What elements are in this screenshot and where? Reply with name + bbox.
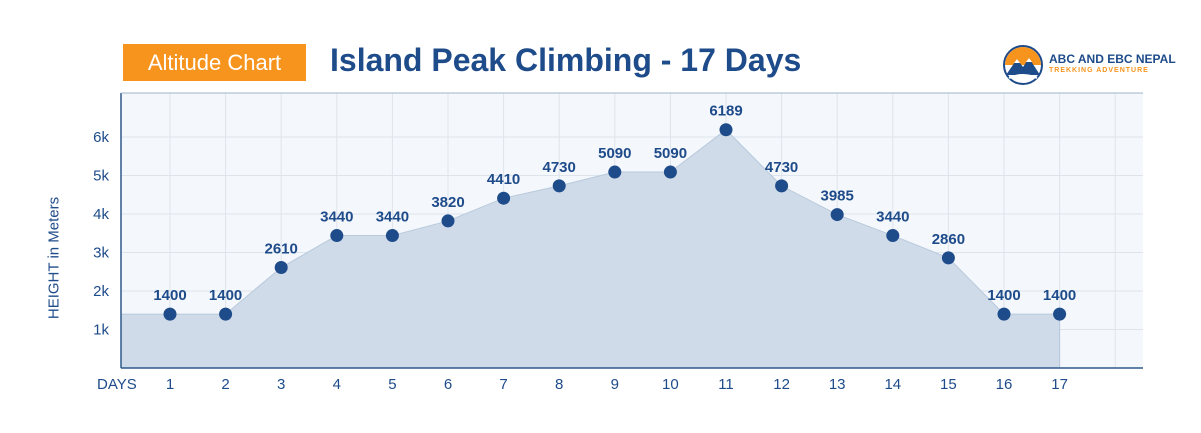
- x-tick-label: 6: [444, 376, 452, 393]
- data-point: [330, 229, 344, 243]
- altitude-chart-badge: Altitude Chart: [123, 44, 306, 81]
- data-label: 4730: [543, 159, 576, 176]
- data-label: 3985: [821, 188, 854, 205]
- data-point: [1053, 307, 1067, 321]
- data-label: 4410: [487, 171, 520, 188]
- data-label: 2860: [932, 231, 965, 248]
- x-tick-label: 14: [884, 376, 901, 393]
- y-axis-label: HEIGHT in Meters: [45, 196, 63, 320]
- data-point: [552, 179, 566, 193]
- x-tick-label: 4: [333, 376, 341, 393]
- x-tick-label: 1: [166, 376, 174, 393]
- y-tick-label: 4k: [93, 206, 109, 223]
- data-label: 4730: [765, 159, 798, 176]
- x-tick-label: 7: [499, 376, 507, 393]
- x-tick-label: 17: [1051, 376, 1068, 393]
- data-point: [775, 179, 789, 193]
- data-point: [497, 191, 511, 205]
- data-label: 1400: [153, 287, 186, 304]
- data-label: 3440: [320, 209, 353, 226]
- data-label: 5090: [598, 145, 631, 162]
- data-point: [163, 307, 177, 321]
- data-point: [274, 261, 288, 275]
- x-tick-label: 12: [773, 376, 790, 393]
- x-tick-label: 8: [555, 376, 563, 393]
- x-tick-label: 2: [221, 376, 229, 393]
- data-label: 6189: [709, 103, 742, 120]
- y-tick-label: 3k: [93, 245, 109, 262]
- data-point: [886, 229, 900, 243]
- logo: ABC AND EBC NEPAL TREKKING ADVENTURE: [1003, 45, 1176, 85]
- data-point: [941, 251, 955, 265]
- data-label: 3820: [431, 194, 464, 211]
- data-point: [830, 208, 844, 222]
- data-point: [719, 123, 733, 137]
- y-tick-label: 2k: [93, 283, 109, 300]
- data-label: 1400: [209, 287, 242, 304]
- data-label: 5090: [654, 145, 687, 162]
- data-label: 2610: [265, 241, 298, 258]
- data-point: [441, 214, 455, 228]
- data-point: [997, 307, 1011, 321]
- page-title: Island Peak Climbing - 17 Days: [330, 42, 802, 78]
- data-label: 3440: [876, 209, 909, 226]
- data-label: 1400: [1043, 287, 1076, 304]
- data-point: [608, 165, 622, 179]
- y-tick-label: 6k: [93, 129, 109, 146]
- y-tick-label: 1k: [93, 322, 109, 339]
- y-tick-label: 5k: [93, 168, 109, 185]
- data-point: [385, 229, 399, 243]
- logo-text: ABC AND EBC NEPAL: [1049, 52, 1176, 66]
- x-tick-label: 10: [662, 376, 679, 393]
- logo-subtext: TREKKING ADVENTURE: [1049, 67, 1149, 74]
- data-point: [219, 307, 233, 321]
- mountain-logo-icon: [1003, 45, 1043, 85]
- x-tick-label: 5: [388, 376, 396, 393]
- data-point: [663, 165, 677, 179]
- x-tick-label: 9: [611, 376, 619, 393]
- data-label: 3440: [376, 209, 409, 226]
- x-tick-label: 15: [940, 376, 957, 393]
- data-label: 1400: [987, 287, 1020, 304]
- x-axis-label: DAYS: [97, 376, 137, 393]
- x-tick-label: 16: [996, 376, 1013, 393]
- x-tick-label: 11: [718, 376, 734, 393]
- x-tick-label: 13: [829, 376, 846, 393]
- x-tick-label: 3: [277, 376, 285, 393]
